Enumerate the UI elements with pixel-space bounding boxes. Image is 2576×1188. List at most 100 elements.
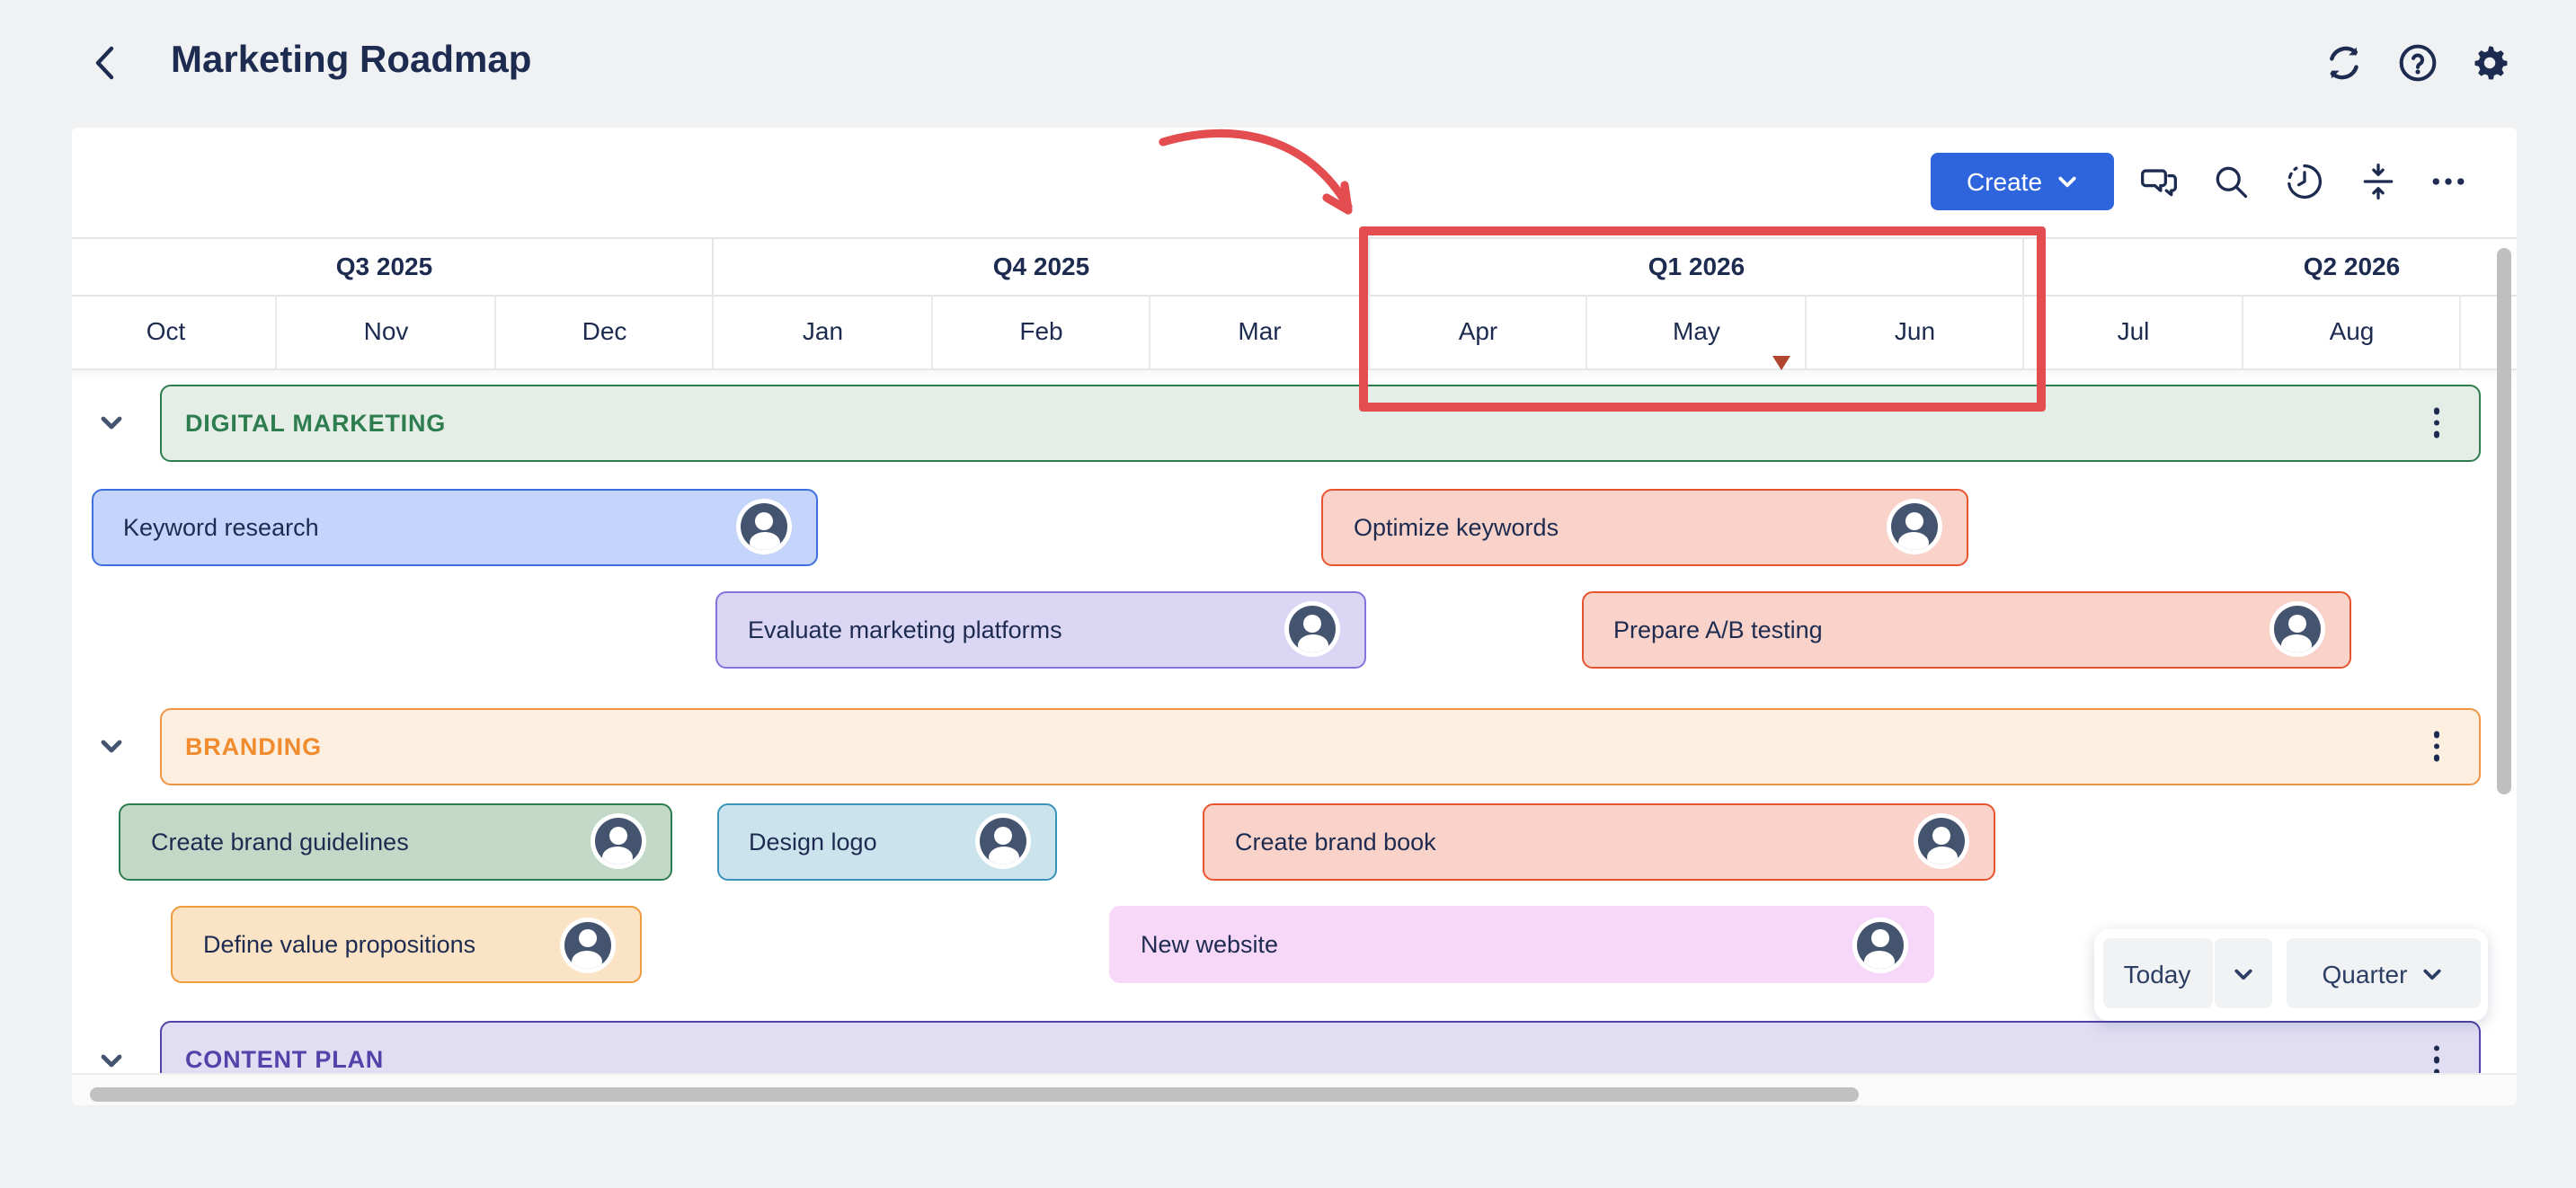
assignee-avatar <box>980 818 1026 864</box>
zoom-level-button[interactable]: Quarter <box>2286 938 2480 1008</box>
task-bar-create-brand-guidelines[interactable]: Create brand guidelines <box>119 802 671 880</box>
assignee-avatar <box>741 503 787 550</box>
task-label: Prepare A/B testing <box>1613 616 1823 643</box>
today-button-label: Today <box>2123 959 2191 988</box>
quarter-label: Q1 2026 <box>1648 251 1745 279</box>
task-bar-new-website[interactable]: New website <box>1108 906 1933 983</box>
today-marker-icon <box>1772 355 1790 369</box>
settings-gear-icon[interactable] <box>2470 43 2509 83</box>
month-header-apr: Apr <box>1367 294 1587 368</box>
today-button[interactable]: Today <box>2102 938 2212 1008</box>
collapse-rows-icon[interactable] <box>2358 161 2397 200</box>
month-header-oct: Oct <box>72 294 275 368</box>
assignee-avatar <box>1856 921 1903 968</box>
horizontal-scrollbar-track[interactable] <box>72 1072 2516 1104</box>
month-label: Dec <box>582 316 627 346</box>
lane-more-kebab-icon[interactable] <box>2429 728 2443 765</box>
task-bar-design-logo[interactable]: Design logo <box>716 802 1057 880</box>
vertical-scrollbar-thumb[interactable] <box>2497 247 2510 793</box>
lane-more-kebab-icon[interactable] <box>2429 1042 2443 1078</box>
search-icon[interactable] <box>2211 161 2251 200</box>
lane-bar-digital-marketing[interactable]: DIGITAL MARKETING <box>160 384 2481 461</box>
header-shadow <box>72 368 2516 383</box>
quarter-label: Q4 2025 <box>992 251 1090 279</box>
month-header-jan: Jan <box>712 294 932 368</box>
refresh-icon[interactable] <box>2324 43 2364 83</box>
month-row-bottom-border <box>72 368 2516 370</box>
page-header: Marketing Roadmap <box>0 0 2576 126</box>
month-header-mar: Mar <box>1149 294 1369 368</box>
task-bar-create-brand-book[interactable]: Create brand book <box>1203 802 1995 880</box>
quarter-label: Q2 2026 <box>2303 251 2401 279</box>
lane-bar-branding[interactable]: BRANDING <box>160 707 2481 785</box>
month-header-jun: Jun <box>1804 294 2024 368</box>
lane-label: DIGITAL MARKETING <box>185 409 447 436</box>
quarter-header-q3-2025: Q3 2025 <box>72 236 712 294</box>
lane-label: CONTENT PLAN <box>185 1046 385 1073</box>
page-title: Marketing Roadmap <box>171 40 532 81</box>
month-label: Feb <box>1019 316 1063 346</box>
month-label: Oct <box>146 316 186 346</box>
task-label: Define value propositions <box>203 931 476 958</box>
month-header-partial <box>2459 294 2516 368</box>
month-label: Nov <box>363 316 409 346</box>
month-label: Aug <box>2329 316 2375 346</box>
task-label: Optimize keywords <box>1354 513 1559 540</box>
task-label: Create brand guidelines <box>151 828 409 855</box>
more-ellipsis-icon[interactable] <box>2429 161 2468 200</box>
quarter-header-q4-2025: Q4 2025 <box>712 236 1369 294</box>
month-label: Jun <box>1894 316 1936 346</box>
back-button[interactable] <box>86 43 126 83</box>
timeline-top-border <box>72 236 2516 238</box>
annotation-arrow <box>1159 128 1353 214</box>
quarter-header-q1-2026: Q1 2026 <box>1367 236 2024 294</box>
assignee-avatar <box>1289 606 1336 652</box>
month-header-jul: Jul <box>2022 294 2243 368</box>
task-bar-keyword-research[interactable]: Keyword research <box>91 488 818 565</box>
task-label: New website <box>1141 931 1279 958</box>
task-bar-define-value-propositions[interactable]: Define value propositions <box>171 906 641 983</box>
lane-collapse-chevron[interactable] <box>99 1047 124 1072</box>
assignee-avatar <box>1918 818 1965 864</box>
chevron-down-icon <box>2234 968 2252 980</box>
lane-collapse-chevron[interactable] <box>99 733 124 758</box>
zoom-level-label: Quarter <box>2322 959 2408 988</box>
history-clock-icon[interactable] <box>2285 161 2324 200</box>
quarter-header-q2-2026: Q2 2026 <box>2022 236 2516 294</box>
month-header-feb: Feb <box>930 294 1150 368</box>
month-header-nov: Nov <box>275 294 495 368</box>
assignee-avatar <box>594 818 641 864</box>
task-bar-evaluate-marketing-platforms[interactable]: Evaluate marketing platforms <box>715 590 1366 668</box>
assignee-avatar <box>2273 606 2320 652</box>
month-label: Jan <box>802 316 844 346</box>
month-label: Apr <box>1458 316 1498 346</box>
lane-label: BRANDING <box>185 732 322 759</box>
task-bar-prepare-a-b-testing[interactable]: Prepare A/B testing <box>1581 590 2350 668</box>
today-options-button[interactable] <box>2215 938 2271 1008</box>
quarter-month-divider <box>72 294 2516 296</box>
month-header-may: May <box>1586 294 1806 368</box>
chevron-down-icon <box>2423 968 2442 980</box>
create-button[interactable]: Create <box>1931 153 2114 210</box>
month-label: May <box>1673 316 1720 346</box>
create-button-label: Create <box>1966 167 2043 196</box>
horizontal-scrollbar-thumb[interactable] <box>90 1086 1859 1101</box>
view-controls-panel: Today Quarter <box>2094 928 2488 1021</box>
task-bar-optimize-keywords[interactable]: Optimize keywords <box>1321 488 1968 565</box>
feedback-chat-icon[interactable] <box>2139 161 2179 200</box>
assignee-avatar <box>1890 503 1937 550</box>
month-label: Jul <box>2117 316 2150 346</box>
month-header-dec: Dec <box>493 294 714 368</box>
chevron-down-icon <box>2058 176 2076 188</box>
task-label: Design logo <box>749 828 877 855</box>
month-label: Mar <box>1238 316 1282 346</box>
lane-more-kebab-icon[interactable] <box>2429 404 2443 441</box>
timeline-card: Create Q3 2025 Q4 2025 Q1 2026 Q2 2026 Oct N… <box>72 127 2516 1104</box>
month-header-aug: Aug <box>2241 294 2461 368</box>
quarter-label: Q3 2025 <box>335 251 433 279</box>
lane-collapse-chevron[interactable] <box>99 410 124 435</box>
task-label: Evaluate marketing platforms <box>748 616 1062 643</box>
task-label: Keyword research <box>123 513 319 540</box>
help-icon[interactable] <box>2398 43 2438 83</box>
